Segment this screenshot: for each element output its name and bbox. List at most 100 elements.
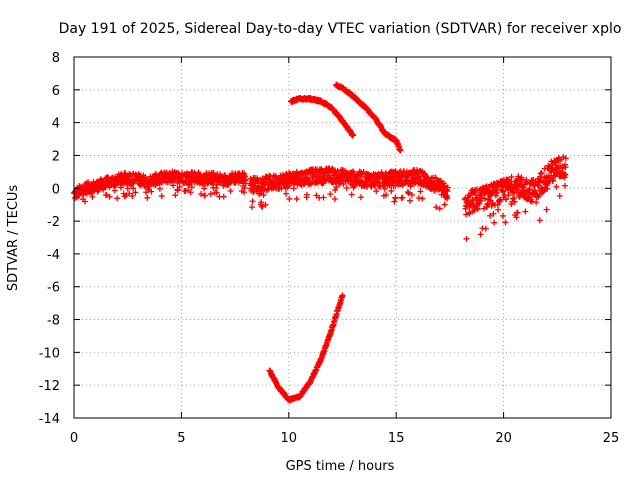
band-early-point bbox=[148, 188, 155, 195]
band-mid-point bbox=[350, 169, 357, 176]
band-late-point bbox=[533, 199, 540, 206]
band-mid-point bbox=[377, 183, 384, 190]
band-mid-point bbox=[419, 195, 426, 202]
band-late-point bbox=[562, 155, 569, 162]
band-late-point bbox=[478, 194, 485, 201]
band-mid-point bbox=[433, 204, 440, 211]
x-tick-label: 5 bbox=[177, 431, 185, 446]
band-late-point bbox=[536, 217, 543, 224]
band-late-point bbox=[550, 177, 557, 184]
band-mid-point bbox=[278, 185, 285, 192]
band-mid-point bbox=[320, 194, 327, 201]
band-mid-point bbox=[267, 173, 274, 180]
band-late-point bbox=[516, 193, 523, 200]
band-late-point bbox=[482, 225, 489, 232]
band-mid-point bbox=[303, 191, 310, 198]
band-mid-point bbox=[333, 184, 340, 191]
band-mid-point bbox=[399, 194, 406, 201]
band-late-point bbox=[552, 172, 559, 179]
band-early-point bbox=[117, 184, 124, 191]
x-tick-label: 0 bbox=[70, 431, 78, 446]
band-early-point bbox=[111, 187, 118, 194]
x-tick-label: 10 bbox=[281, 431, 298, 446]
band-mid-point bbox=[383, 191, 390, 198]
band-late-point bbox=[503, 196, 510, 203]
plot-frame bbox=[73, 56, 612, 419]
band-late-point bbox=[508, 173, 515, 180]
band-early-point bbox=[130, 185, 137, 192]
band-early-point bbox=[126, 190, 133, 197]
band-early-point bbox=[227, 188, 234, 195]
band-late-point bbox=[520, 184, 527, 191]
band-early-point bbox=[124, 185, 131, 192]
band-early-point bbox=[82, 198, 89, 205]
y-tick-label: 0 bbox=[52, 182, 60, 197]
band-mid-point bbox=[293, 195, 300, 202]
band-late-point bbox=[505, 192, 512, 199]
y-tick-label: -14 bbox=[39, 412, 60, 427]
band-early-point bbox=[213, 189, 220, 196]
band-late-point bbox=[497, 197, 504, 204]
band-mid-point bbox=[327, 191, 334, 198]
band-early-point bbox=[89, 193, 96, 200]
band-late-point bbox=[477, 231, 484, 238]
band-late-point bbox=[502, 219, 509, 226]
band-mid-point bbox=[405, 190, 412, 197]
band-early-point bbox=[220, 193, 227, 200]
band-early-point bbox=[123, 192, 130, 199]
band-mid-point bbox=[293, 168, 300, 175]
band-early-point bbox=[129, 193, 136, 200]
band-late-point bbox=[495, 206, 502, 213]
band-late-point bbox=[556, 192, 563, 199]
y-axis-label: SDTVAR / TECUs bbox=[6, 185, 21, 292]
band-mid-point bbox=[392, 194, 399, 201]
band-late-point bbox=[487, 212, 494, 219]
band-early-point bbox=[158, 193, 165, 200]
band-mid-point bbox=[348, 191, 355, 198]
band-late-point bbox=[463, 235, 470, 242]
band-late-point bbox=[474, 206, 481, 213]
band-late-point bbox=[515, 173, 522, 180]
band-early-point bbox=[114, 195, 121, 202]
band-late-point bbox=[477, 198, 484, 205]
y-tick-label: -4 bbox=[47, 248, 60, 263]
band-late-point bbox=[463, 211, 470, 218]
band-early-point bbox=[106, 193, 113, 200]
band-early-point bbox=[174, 187, 181, 194]
band-early-point bbox=[176, 183, 183, 190]
band-early-point bbox=[213, 181, 220, 188]
band-mid-point bbox=[404, 189, 411, 196]
band-late-point bbox=[494, 189, 501, 196]
band-late-point bbox=[559, 164, 566, 171]
arc-upper-1-point bbox=[350, 131, 357, 138]
band-early-point bbox=[103, 191, 110, 198]
band-early-point bbox=[172, 192, 179, 199]
arc-lower-point bbox=[339, 292, 346, 299]
band-mid-point bbox=[286, 195, 293, 202]
band-late-point bbox=[511, 198, 518, 205]
band-mid-point bbox=[408, 191, 415, 198]
band-late-point bbox=[491, 219, 498, 226]
band-late-point bbox=[490, 210, 497, 217]
band-late-point bbox=[562, 164, 569, 171]
band-mid-point bbox=[259, 203, 266, 210]
y-tick-label: -2 bbox=[47, 215, 60, 230]
band-mid-point bbox=[262, 201, 269, 208]
band-mid-point bbox=[436, 205, 443, 212]
y-tick-label: 4 bbox=[52, 117, 60, 132]
x-tick-label: 25 bbox=[603, 431, 620, 446]
band-late-point bbox=[543, 206, 550, 213]
band-mid-point bbox=[441, 201, 448, 208]
band-mid-point bbox=[417, 188, 424, 195]
band-mid-point bbox=[248, 204, 255, 211]
band-late-point bbox=[499, 212, 506, 219]
band-early-point bbox=[170, 182, 177, 189]
band-late-point bbox=[562, 171, 569, 178]
band-mid-point bbox=[332, 186, 339, 193]
band-early-point bbox=[198, 190, 205, 197]
band-late-point bbox=[476, 200, 483, 207]
data-points bbox=[71, 81, 569, 404]
y-tick-label: -10 bbox=[39, 346, 60, 361]
